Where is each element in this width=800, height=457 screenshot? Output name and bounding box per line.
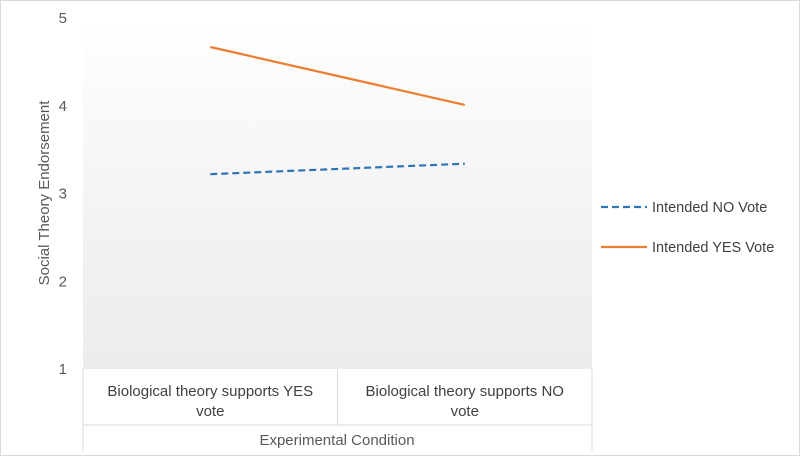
series-group [210, 45, 466, 176]
y-tick-label: 3 [59, 186, 67, 203]
legend-label: Intended YES Vote [652, 240, 774, 256]
y-tick-label: 2 [59, 273, 67, 290]
legend-label: Intended NO Vote [652, 200, 767, 216]
plot-area [83, 18, 592, 369]
x-axis-title: Experimental Condition [259, 432, 414, 449]
x-category-label: vote [451, 403, 479, 420]
y-axis-title: Social Theory Endorsement [36, 100, 53, 286]
x-category-label: vote [196, 403, 224, 420]
y-axis-ticks: 1 2 3 4 5 [59, 10, 67, 378]
series-line-intended-yes-vote [210, 45, 466, 106]
series-line-intended-no-vote [210, 162, 465, 176]
x-category-label: Biological theory supports YES [107, 383, 313, 400]
legend: Intended NO Vote Intended YES Vote [601, 200, 774, 256]
x-category-label: Biological theory supports NO [366, 383, 564, 400]
category-table: Biological theory supports YES vote Biolog… [82, 369, 593, 451]
y-tick-label: 4 [59, 98, 67, 115]
y-tick-label: 1 [59, 361, 67, 378]
y-tick-label: 5 [59, 10, 67, 27]
